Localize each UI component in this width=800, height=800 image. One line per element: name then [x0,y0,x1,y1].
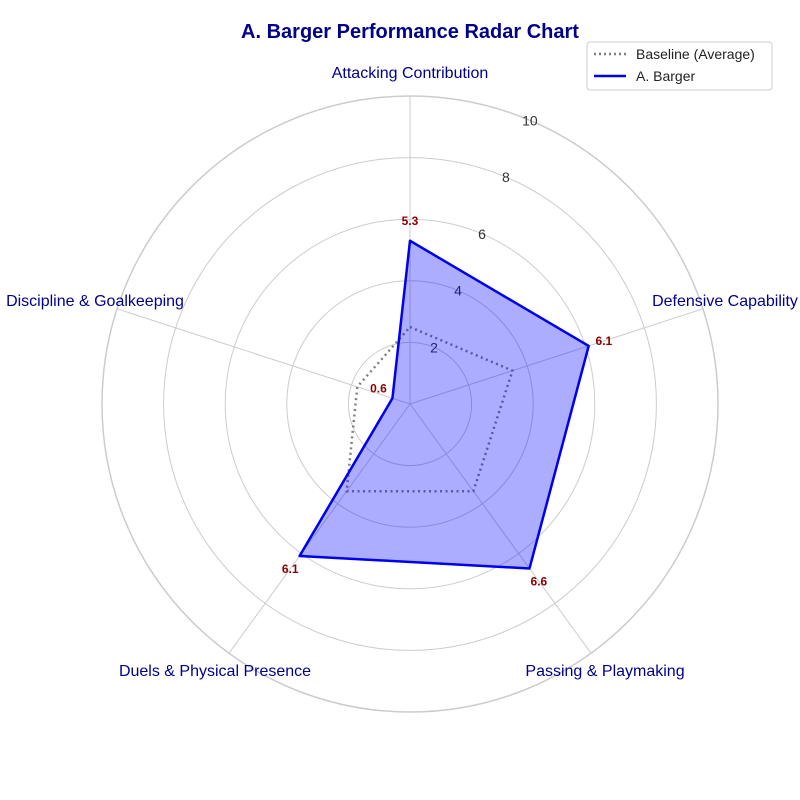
radial-tick-label: 4 [454,283,462,299]
radial-tick-label: 6 [478,226,486,242]
category-label: Discipline & Goalkeeping [6,293,184,310]
legend-label-baseline: Baseline (Average) [636,46,755,62]
legend-box [586,41,773,91]
category-labels: Attacking Contribution Defensive Capabili… [6,65,798,680]
grid-spoke [228,403,411,654]
category-label: Duels & Physical Presence [119,663,311,680]
value-label: 6.1 [282,562,299,576]
category-label: Defensive Capability [652,293,798,310]
radial-tick-label: 10 [522,112,538,128]
radial-tick-label: 8 [502,169,510,185]
legend-label-player: A. Barger [636,68,695,84]
grid-spoke [409,403,592,654]
grid-spoke [116,308,411,405]
value-label: 6.6 [531,574,548,588]
series-player-area [298,239,590,570]
grid-spoke [409,308,704,405]
category-label: Passing & Playmaking [525,663,684,680]
radar-spokes [116,96,704,654]
value-label: 5.3 [402,214,419,228]
value-labels: 5.3 6.1 6.6 6.1 0.6 [282,214,613,589]
category-label: Attacking Contribution [332,65,489,82]
radial-tick-labels: 2 4 6 8 10 [430,112,538,355]
series-layer [298,239,590,570]
value-label: 0.6 [370,381,387,395]
radial-tick-label: 2 [430,339,438,355]
chart-title: A. Barger Performance Radar Chart [241,21,579,43]
legend: Baseline (Average) A. Barger [586,41,773,91]
value-label: 6.1 [596,334,613,348]
